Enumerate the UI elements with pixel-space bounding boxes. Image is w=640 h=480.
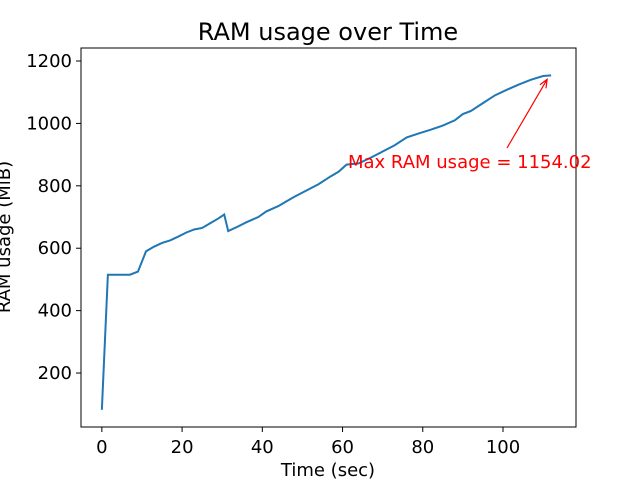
y-tick-label: 600 [38, 238, 72, 259]
annotation-arrowhead [539, 78, 548, 89]
x-tick-label: 60 [331, 437, 354, 458]
chart-title: RAM usage over Time [198, 18, 458, 46]
x-tick-label: 20 [171, 437, 194, 458]
y-tick-label: 1200 [26, 51, 72, 72]
y-tick-label: 400 [38, 301, 72, 322]
plot-frame [80, 47, 577, 428]
y-tick-label: 200 [38, 363, 72, 384]
y-tick-label: 1000 [26, 113, 72, 134]
x-tick-label: 0 [96, 437, 107, 458]
y-axis-label: RAM usage (MiB) [0, 161, 15, 313]
annotation-arrow [506, 79, 548, 149]
x-tick-label: 80 [411, 437, 434, 458]
annotation: Max RAM usage = 1154.02 [348, 152, 592, 173]
x-tick-label: 100 [486, 437, 520, 458]
line-series [100, 74, 552, 410]
y-tick-label: 800 [38, 176, 72, 197]
x-tick-label: 40 [251, 437, 274, 458]
x-axis-label: Time (sec) [280, 460, 375, 480]
